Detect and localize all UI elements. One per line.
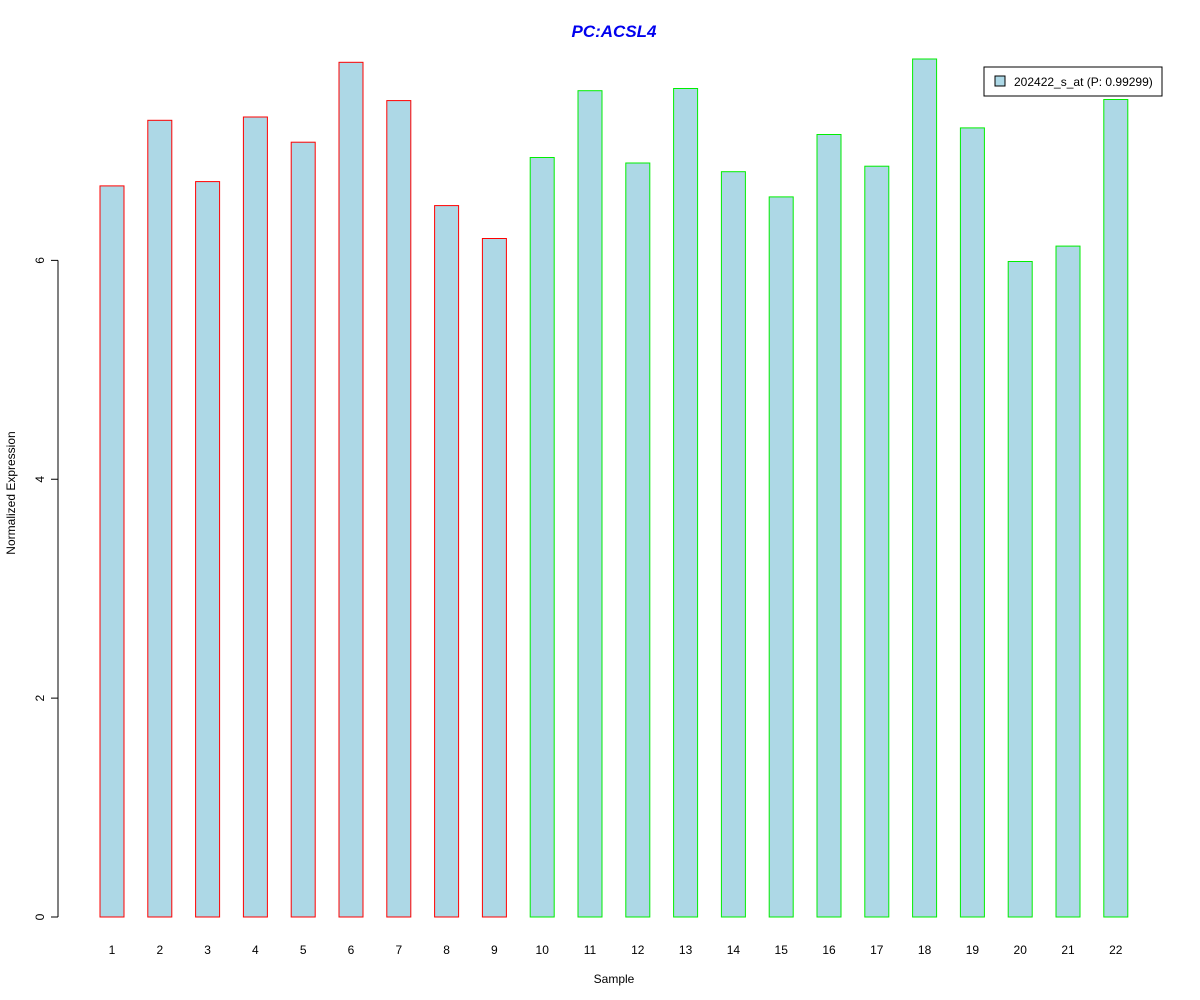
legend: 202422_s_at (P: 0.99299) [983, 66, 1163, 97]
x-tick-label: 20 [1014, 943, 1028, 957]
x-tick-label: 2 [156, 943, 163, 957]
legend-swatch [994, 75, 1006, 87]
x-tick-label: 9 [491, 943, 498, 957]
bar [195, 181, 221, 918]
x-tick-label: 3 [204, 943, 211, 957]
x-tick-label: 21 [1061, 943, 1075, 957]
bar [1007, 261, 1033, 918]
x-tick-label: 5 [300, 943, 307, 957]
x-tick-label: 19 [966, 943, 980, 957]
bar [768, 196, 794, 918]
x-tick-label: 6 [348, 943, 355, 957]
bar [912, 58, 938, 918]
legend-box [983, 66, 1163, 97]
y-axis: 0 2 4 6 [33, 257, 59, 920]
bar [434, 205, 460, 918]
bar [720, 171, 746, 918]
bar [864, 165, 890, 918]
chart-title: PC:ACSL4 [571, 22, 657, 41]
x-tick-label: 16 [822, 943, 836, 957]
bar [816, 134, 842, 918]
bar [290, 141, 316, 918]
x-tick-label: 10 [536, 943, 550, 957]
x-tick-label: 18 [918, 943, 932, 957]
bar [959, 127, 985, 918]
bar [386, 100, 412, 918]
x-tick-label: 12 [631, 943, 645, 957]
bar [529, 157, 555, 918]
bar [673, 88, 699, 918]
bar [577, 90, 603, 918]
x-tick-label: 17 [870, 943, 884, 957]
bar [481, 238, 507, 918]
x-tick-label: 14 [727, 943, 741, 957]
bar [147, 119, 173, 918]
bar [1103, 99, 1129, 918]
x-tick-label: 8 [443, 943, 450, 957]
bar [242, 116, 268, 918]
x-tick-label: 4 [252, 943, 259, 957]
bars [99, 58, 1129, 918]
y-axis-label: Normalized Expression [4, 431, 18, 554]
x-tick-label: 7 [395, 943, 402, 957]
bar [99, 185, 125, 918]
x-tick-label: 22 [1109, 943, 1123, 957]
x-tick-label: 11 [584, 943, 597, 957]
y-tick-label: 0 [33, 913, 47, 920]
legend-label: 202422_s_at (P: 0.99299) [1014, 75, 1153, 89]
x-tick-label: 15 [775, 943, 789, 957]
bar [625, 162, 651, 918]
y-tick-label: 6 [33, 257, 47, 264]
x-tick-label: 13 [679, 943, 693, 957]
x-axis-label: Sample [594, 972, 635, 986]
y-tick-label: 4 [33, 476, 47, 483]
x-tick-labels: 1 2 3 4 5 6 7 8 9 10 11 12 13 14 15 16 17 18 19 20 21 22 [109, 943, 1123, 957]
y-tick-label: 2 [33, 694, 47, 701]
bar [338, 61, 364, 918]
bar [1055, 245, 1081, 918]
x-tick-label: 1 [109, 943, 116, 957]
